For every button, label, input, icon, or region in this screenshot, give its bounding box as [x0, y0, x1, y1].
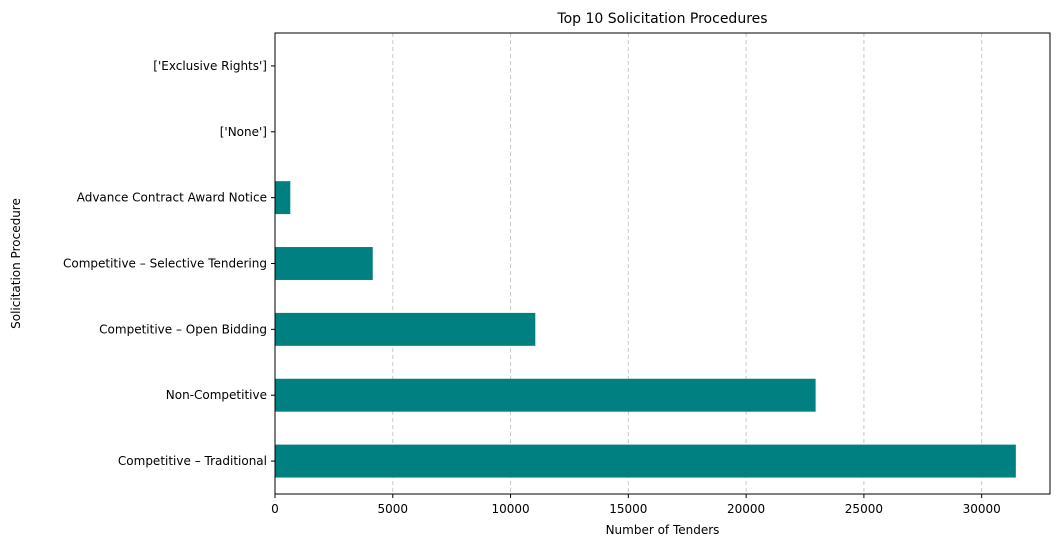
bar [275, 312, 536, 346]
x-tick-label: 15000 [609, 502, 647, 516]
x-axis: 0 5000 10000 15000 20000 25000 30000 [271, 494, 1001, 516]
x-tick-label: 5000 [378, 502, 409, 516]
bar [275, 247, 373, 280]
bar [275, 378, 816, 412]
bar [275, 444, 1016, 478]
y-tick-label: Competitive – Open Bidding [99, 322, 267, 336]
x-tick-label: 10000 [491, 502, 529, 516]
y-tick-label: Competitive – Traditional [118, 454, 267, 468]
y-tick-label: Competitive – Selective Tendering [63, 257, 267, 271]
grid-lines [392, 33, 983, 494]
y-tick-label: Advance Contract Award Notice [77, 191, 267, 205]
x-tick-label: 25000 [845, 502, 883, 516]
chart-title: Top 10 Solicitation Procedures [556, 11, 767, 27]
bars [275, 49, 1016, 478]
x-tick-label: 20000 [727, 502, 765, 516]
y-axis-label: Solicitation Procedure [9, 198, 23, 329]
x-axis-label: Number of Tenders [606, 523, 720, 537]
y-axis: Competitive – Traditional Non-Competitive… [63, 59, 275, 468]
bar [275, 181, 291, 215]
y-tick-label: ['None'] [220, 125, 267, 139]
x-tick-label: 30000 [963, 502, 1001, 516]
y-tick-label: Non-Competitive [166, 388, 267, 402]
y-tick-label: ['Exclusive Rights'] [153, 59, 267, 73]
plot-frame [274, 32, 1051, 495]
x-tick-label: 0 [271, 502, 279, 516]
